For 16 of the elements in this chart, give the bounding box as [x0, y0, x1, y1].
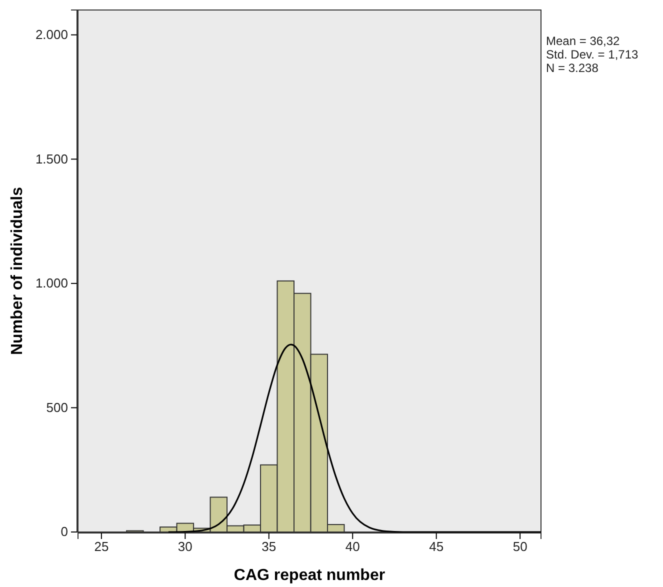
x-axis-title: CAG repeat number [234, 567, 386, 584]
y-tick-label: 1.000 [35, 276, 68, 291]
x-tick-label: 45 [429, 539, 444, 554]
text: Mean = 36,32 [546, 34, 620, 48]
x-tick-label: 25 [94, 539, 109, 554]
x-tick-label: 35 [262, 539, 276, 554]
x-tick-label: 40 [345, 539, 360, 554]
x-tick-label: 50 [512, 539, 528, 554]
text: Std. Dev. = 1,713 [546, 48, 638, 62]
y-tick-label: 1.500 [35, 151, 68, 166]
x-tick-label: 30 [178, 539, 192, 554]
y-tick-label: 0 [60, 524, 68, 540]
y-tick-label: 500 [46, 400, 68, 415]
text: N = 3.238 [546, 61, 599, 75]
y-tick-label: 2.000 [35, 27, 68, 42]
y-axis-title: Number of individuals [9, 186, 26, 356]
